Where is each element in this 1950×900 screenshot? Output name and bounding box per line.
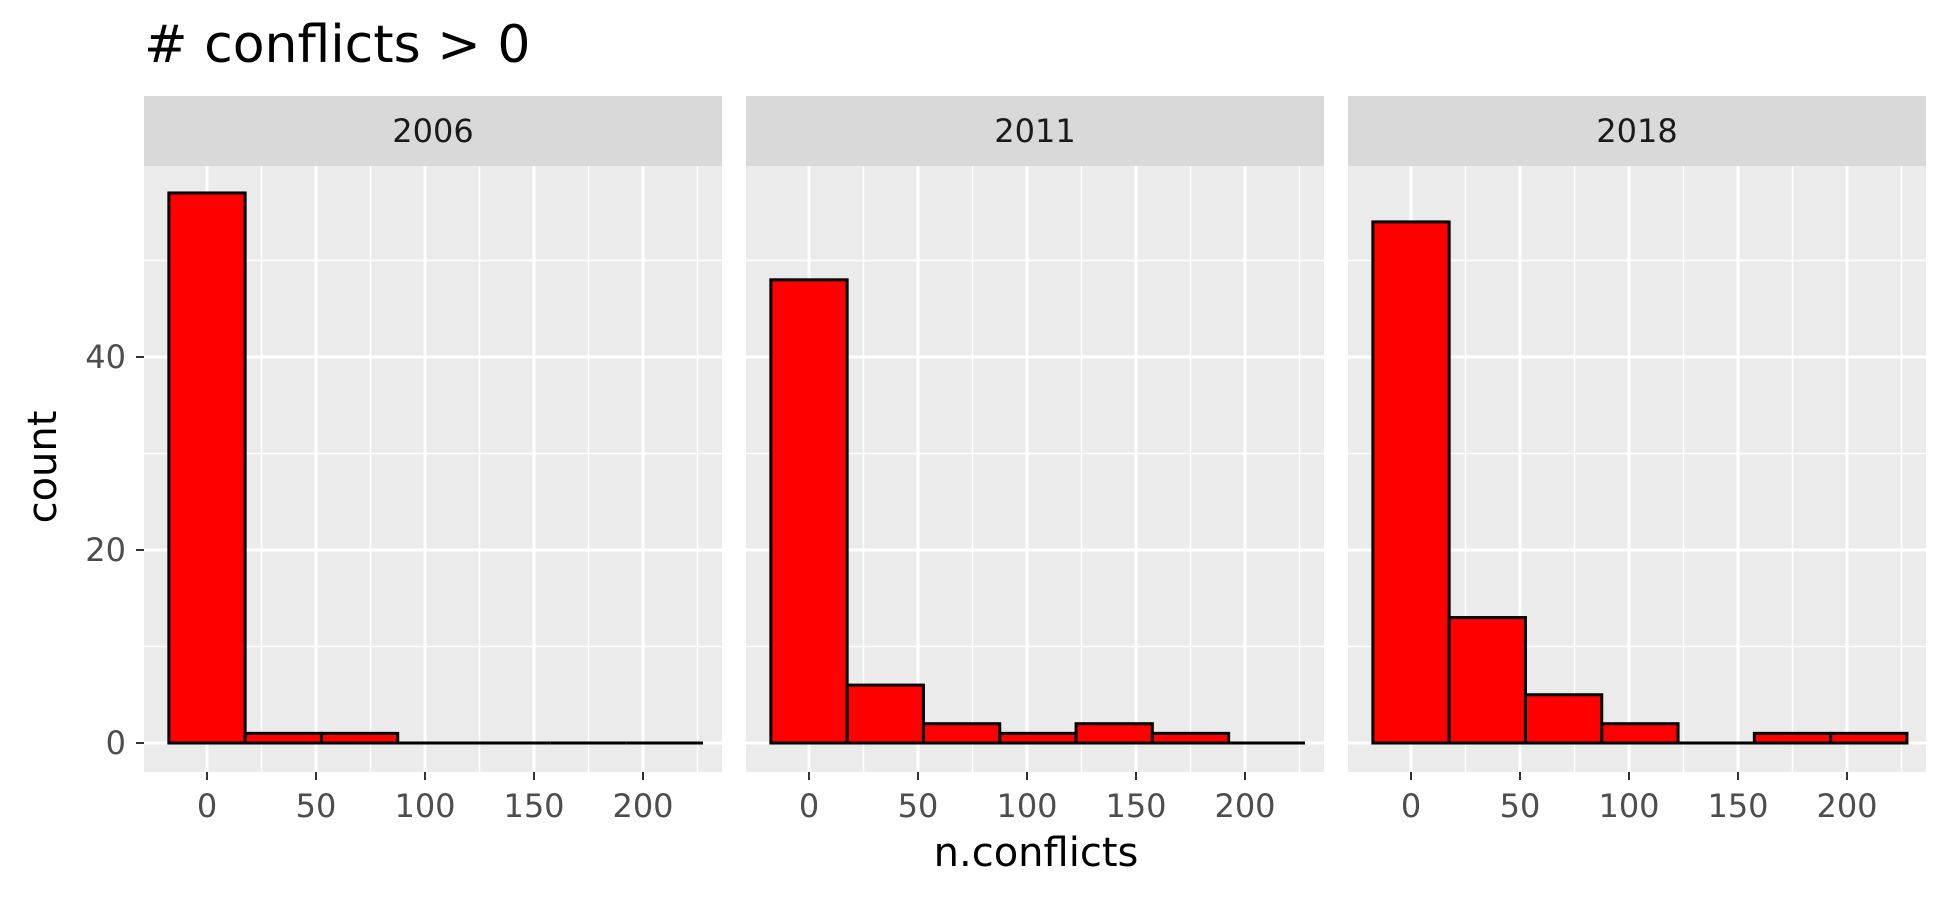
x-axis-title: n.conflicts bbox=[934, 830, 1139, 876]
histogram-bar bbox=[1829, 731, 1909, 745]
x-tick-label: 200 bbox=[1816, 787, 1877, 825]
x-tick-label: 50 bbox=[898, 787, 939, 825]
facet-panel-2011: 2011 0 50 100 150 200 bbox=[746, 96, 1324, 825]
x-tick-label: 100 bbox=[394, 787, 455, 825]
facet-strip-label: 2011 bbox=[994, 112, 1075, 150]
x-tick-label: 0 bbox=[197, 787, 217, 825]
x-tick-label: 150 bbox=[503, 787, 564, 825]
facet-strip bbox=[144, 96, 722, 166]
histogram-bar bbox=[998, 731, 1078, 745]
histogram-bar bbox=[769, 278, 849, 745]
facet-panel-2006: 2006 0 50 100 150 200 bbox=[144, 96, 722, 825]
facet-strip bbox=[1348, 96, 1926, 166]
x-tick-label: 0 bbox=[1401, 787, 1421, 825]
histogram-bar bbox=[845, 683, 925, 745]
histogram-bar bbox=[1371, 220, 1451, 745]
histogram-bar bbox=[243, 731, 323, 745]
facet-strip-label: 2018 bbox=[1596, 112, 1677, 150]
histogram-bar bbox=[1447, 616, 1527, 745]
chart-title: # conflicts > 0 bbox=[144, 15, 530, 75]
x-tick-label: 150 bbox=[1105, 787, 1166, 825]
histogram-bar bbox=[319, 731, 400, 745]
histogram-bar bbox=[167, 191, 247, 745]
x-tick-label: 200 bbox=[612, 787, 673, 825]
y-tick-label: 0 bbox=[106, 724, 126, 762]
x-tick-label: 50 bbox=[296, 787, 337, 825]
histogram-bar bbox=[1600, 722, 1680, 745]
histogram-bar bbox=[1752, 731, 1833, 745]
x-tick-label: 50 bbox=[1500, 787, 1541, 825]
facet-strip-label: 2006 bbox=[392, 112, 473, 150]
x-tick-label: 0 bbox=[799, 787, 819, 825]
histogram-bar bbox=[1523, 693, 1604, 745]
histogram-bar bbox=[921, 722, 1002, 745]
x-tick-label: 150 bbox=[1707, 787, 1768, 825]
histogram-bar bbox=[1150, 731, 1231, 745]
facet-panel-2018: 2018 0 50 100 150 200 bbox=[1348, 96, 1926, 825]
y-tick-label: 40 bbox=[85, 338, 126, 376]
x-tick-label: 200 bbox=[1214, 787, 1275, 825]
facet-panels: 2006 0 50 100 150 200 2011 0 50 100 150 200 2018 0 50 1… bbox=[144, 96, 1926, 825]
x-tick-label: 100 bbox=[996, 787, 1057, 825]
y-axis: 0 20 40 bbox=[85, 338, 144, 762]
y-axis-title: count bbox=[20, 411, 66, 524]
histogram-bar bbox=[1074, 722, 1154, 745]
facet-strip bbox=[746, 96, 1324, 166]
y-tick-label: 20 bbox=[85, 531, 126, 569]
x-tick-label: 100 bbox=[1598, 787, 1659, 825]
